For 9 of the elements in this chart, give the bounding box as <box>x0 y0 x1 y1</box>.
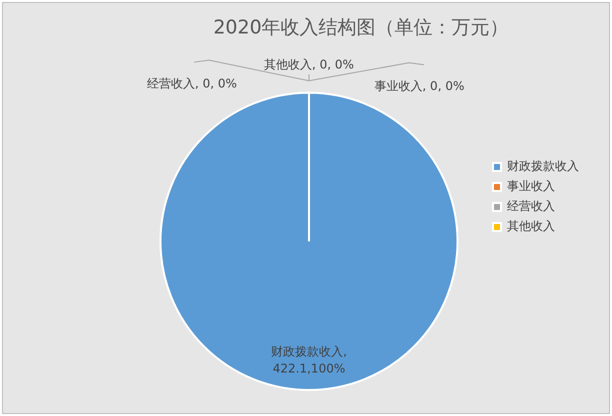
legend-label: 财政拨款收入 <box>507 159 579 174</box>
text: 经营收入, 0, 0% <box>146 76 237 90</box>
legend-label: 事业收入 <box>507 179 555 194</box>
text: 事业收入, 0, 0% <box>374 78 464 93</box>
legend-label: 经营收入 <box>507 199 555 214</box>
data-label: 财政拨款收入, 422.1,100% <box>271 344 347 376</box>
chart-title: 2020年收入结构图（单位：万元） <box>213 16 509 38</box>
text: 其他收入, 0, 0% <box>264 58 354 72</box>
legend-label: 其他收入 <box>507 219 555 234</box>
